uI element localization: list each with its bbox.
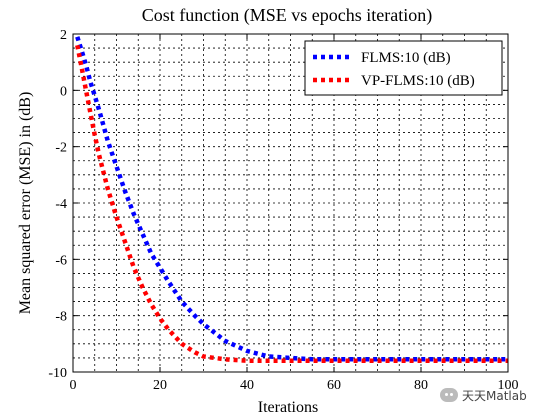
legend-box — [304, 40, 503, 96]
legend-label: VP-FLMS:10 (dB) — [361, 73, 475, 89]
series-line-1 — [75, 36, 508, 362]
watermark-text: 天天Matlab — [462, 388, 527, 403]
y-tick-label: -8 — [55, 310, 67, 325]
x-tick-label: 20 — [153, 378, 167, 393]
y-tick-label: 0 — [60, 84, 67, 99]
x-tick-label: 0 — [70, 378, 77, 393]
legend: FLMS:10 (dB) VP-FLMS:10 (dB) — [304, 40, 503, 96]
legend-label: FLMS:10 (dB) — [361, 50, 451, 66]
y-axis-label: Mean squared error (MSE) in (dB) — [17, 92, 34, 315]
x-tick-label: 100 — [498, 378, 519, 393]
series-line-2 — [75, 44, 508, 363]
series-group — [75, 36, 508, 363]
y-tick-label: -6 — [55, 253, 67, 268]
chart-title: Cost function (MSE vs epochs iteration) — [142, 5, 432, 26]
watermark: 天天Matlab — [440, 385, 527, 405]
x-tick-label: 80 — [414, 378, 428, 393]
x-tick-label: 60 — [327, 378, 341, 393]
x-axis-label: Iterations — [258, 399, 318, 416]
y-tick-label: -4 — [55, 197, 67, 212]
wechat-icon — [440, 388, 458, 402]
y-tick-label: -2 — [55, 141, 67, 156]
y-tick-label: -10 — [48, 366, 67, 381]
x-tick-label: 40 — [240, 378, 254, 393]
y-tick-label: 2 — [60, 28, 67, 43]
